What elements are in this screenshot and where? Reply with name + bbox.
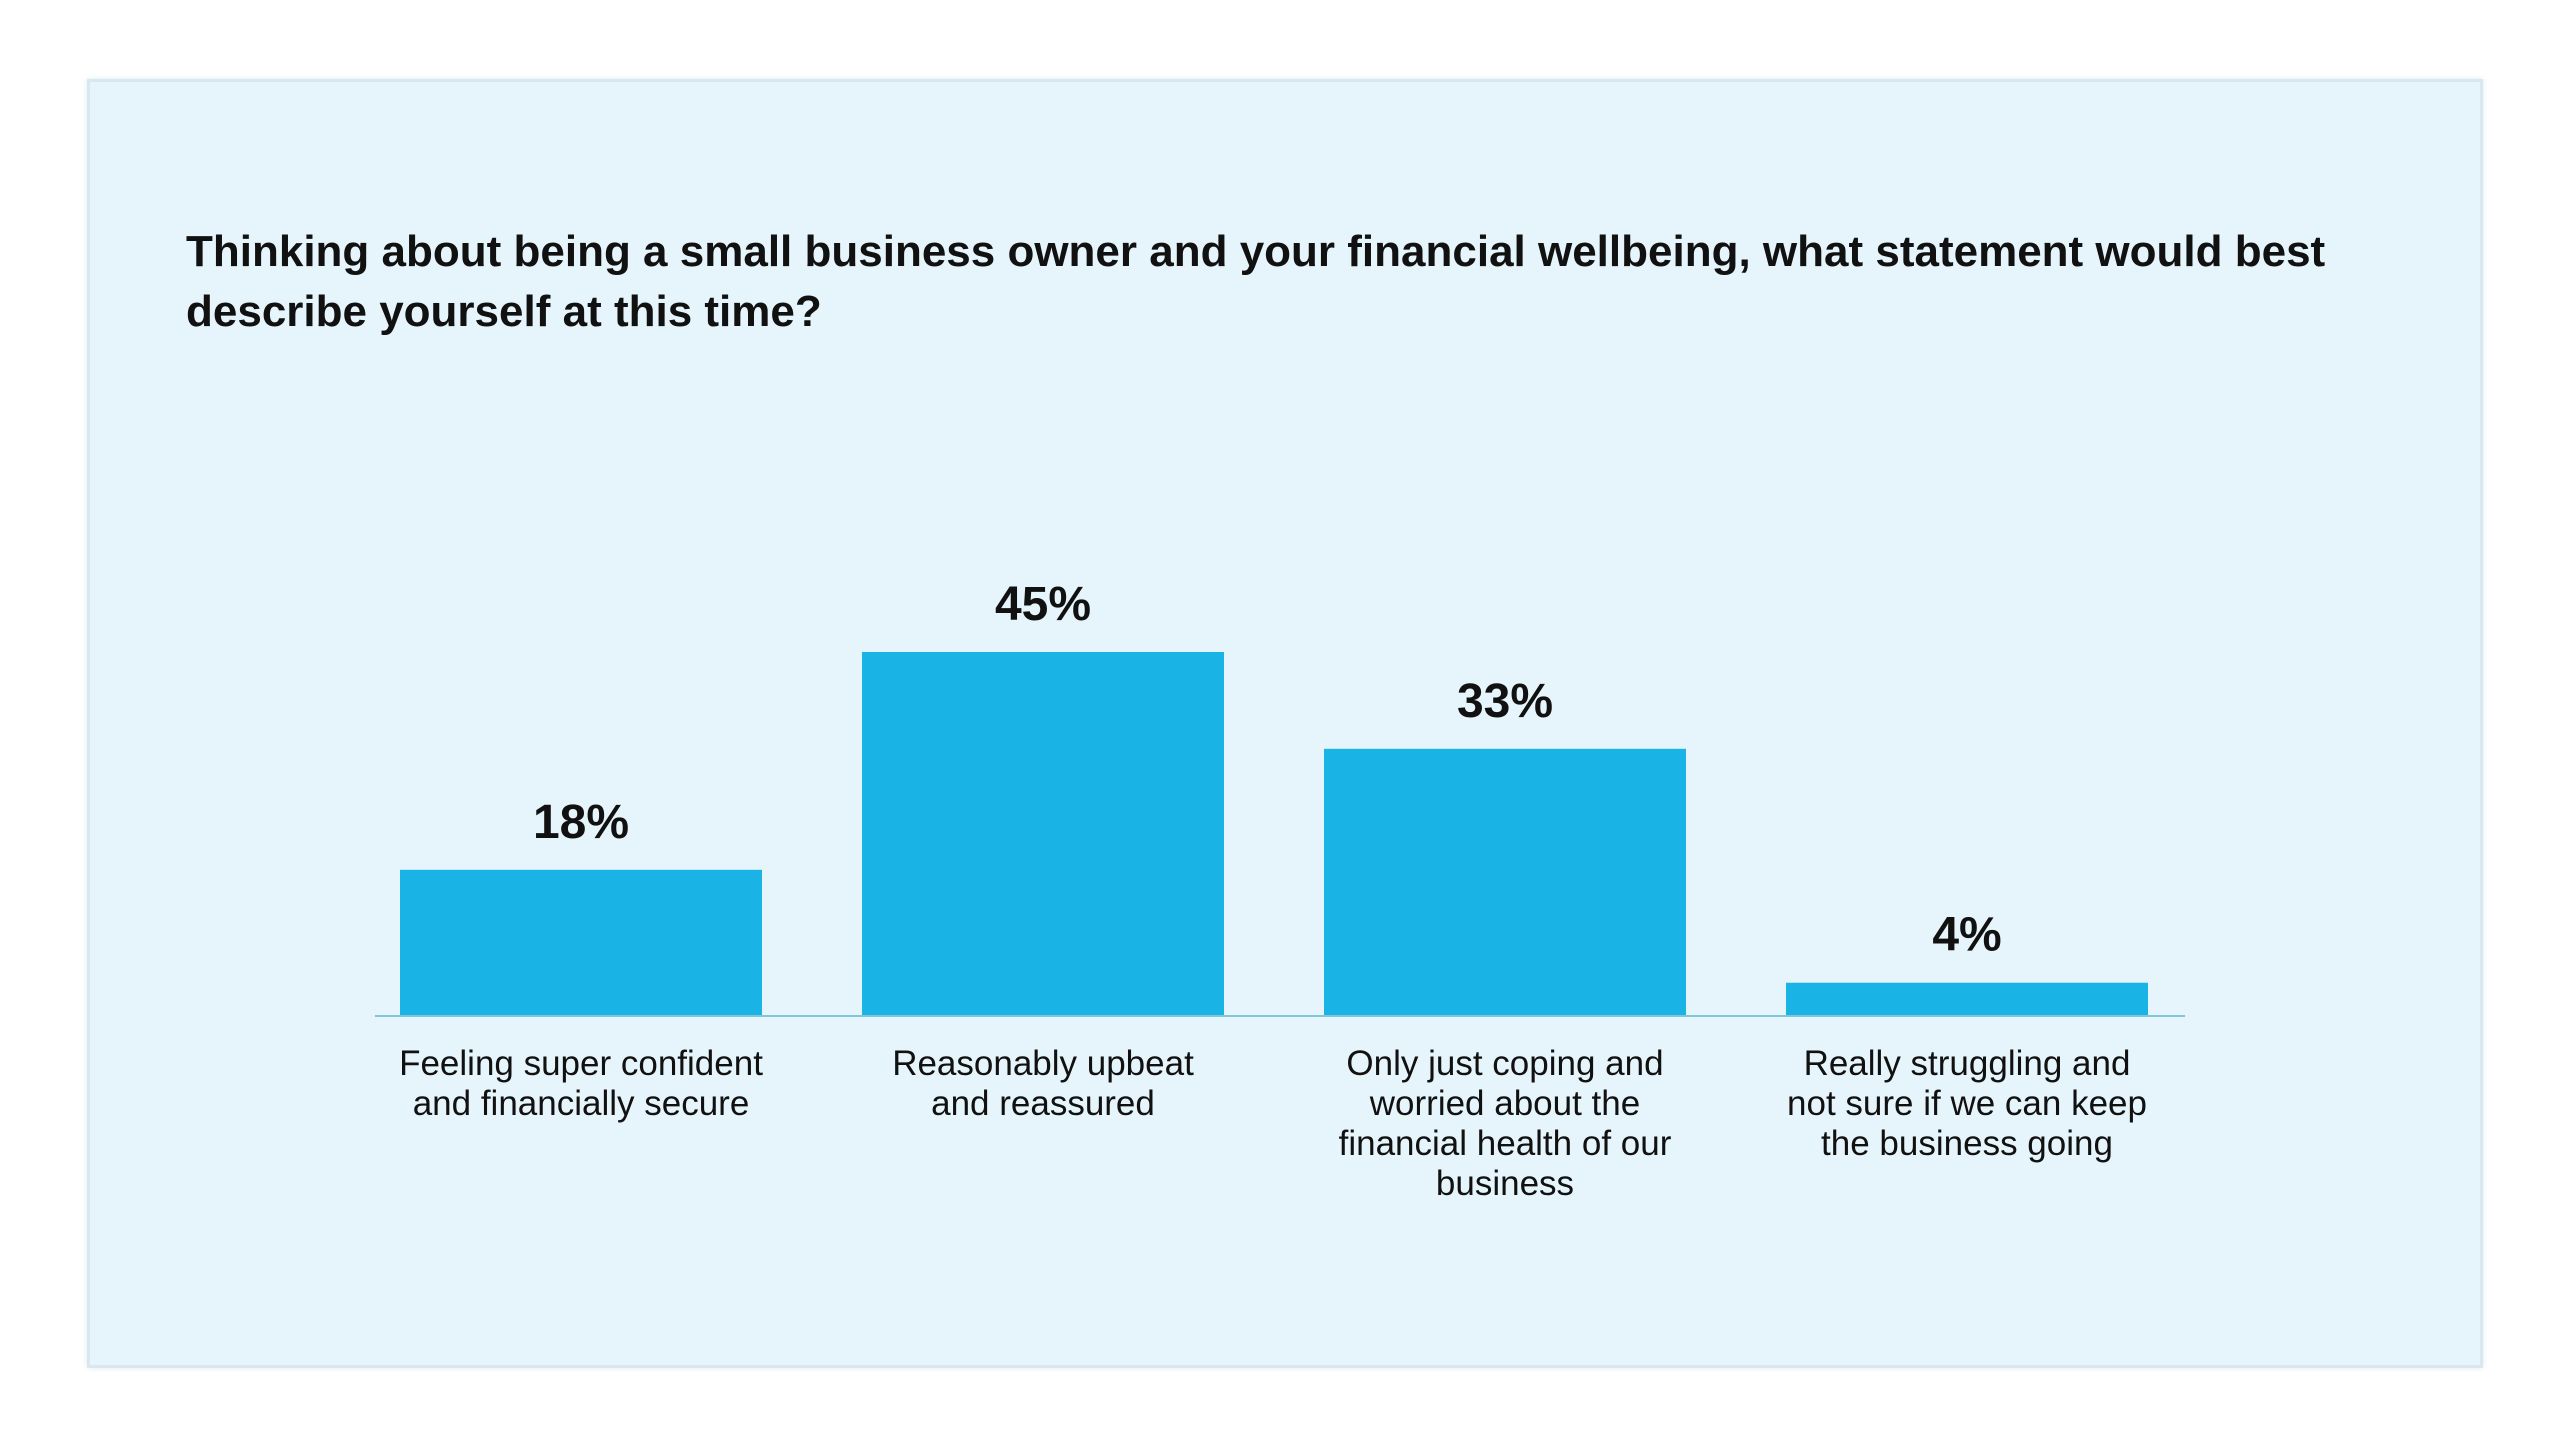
bar-chart: 18% Feeling super confident and financiall… bbox=[375, 578, 2185, 1203]
bar-2 bbox=[862, 652, 1224, 1015]
category-label-1: Feeling super confident and financially s… bbox=[399, 1044, 763, 1123]
category-label-3: Only just coping and worried about the fin… bbox=[1339, 1044, 1672, 1203]
category-label-2: Reasonably upbeat and reassured bbox=[892, 1044, 1194, 1123]
bar-1 bbox=[400, 869, 762, 1015]
data-label-4: 4% bbox=[1932, 909, 2001, 962]
data-label-3: 33% bbox=[1457, 675, 1553, 728]
chart-title: Thinking about being a small business ow… bbox=[186, 227, 2326, 336]
data-label-2: 45% bbox=[995, 578, 1091, 631]
bar-4 bbox=[1786, 982, 2148, 1015]
category-label-4: Really struggling and not sure if we can … bbox=[1787, 1044, 2147, 1163]
data-label-1: 18% bbox=[533, 796, 629, 849]
chart-panel: Thinking about being a small business ow… bbox=[90, 82, 2480, 1365]
bar-3 bbox=[1324, 748, 1686, 1015]
